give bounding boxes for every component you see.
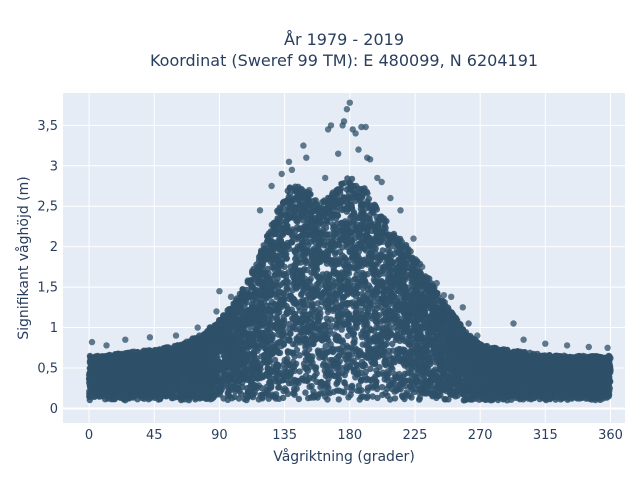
data-point	[305, 394, 312, 402]
data-point	[391, 395, 399, 402]
data-point	[302, 389, 309, 396]
data-point	[296, 352, 303, 359]
data-point	[341, 379, 348, 387]
data-point	[326, 272, 333, 280]
data-point	[364, 384, 372, 391]
data-point	[258, 384, 265, 392]
data-points	[85, 99, 614, 404]
data-point	[304, 377, 311, 385]
data-point	[314, 300, 321, 307]
data-point	[353, 361, 361, 368]
data-point	[362, 368, 369, 376]
data-point	[369, 393, 376, 400]
data-point	[367, 365, 374, 373]
data-point	[372, 373, 379, 380]
data-point	[360, 273, 367, 280]
data-point	[280, 394, 287, 401]
data-point	[374, 394, 381, 402]
data-point	[338, 388, 346, 395]
data-point	[266, 379, 273, 386]
data-point	[390, 358, 397, 366]
data-point	[375, 220, 382, 227]
data-point	[306, 383, 313, 390]
data-point	[344, 332, 352, 339]
data-point	[295, 395, 303, 403]
data-point	[345, 316, 352, 323]
data-point	[344, 175, 351, 182]
